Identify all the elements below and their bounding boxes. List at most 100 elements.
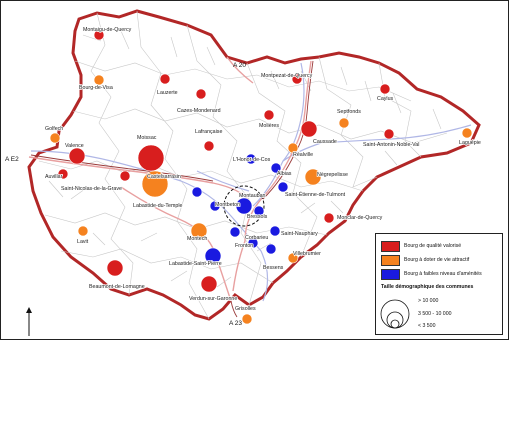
legend-size-large: > 10 000 xyxy=(418,298,439,304)
town-marker-corbarieu xyxy=(229,226,241,238)
town-label-l-honor-de-cos: L'Honor-de-Cos xyxy=(233,157,271,163)
town-label-labastide-saint-pierre: Labastide-Saint-Pierre xyxy=(169,261,222,267)
town-label-villebrumier: Villebrumier xyxy=(293,251,321,257)
town-marker-grisolles xyxy=(241,313,253,325)
town-label-labastide-du-temple: Labastide-du-Temple xyxy=(133,203,183,209)
town-label-bourg-de-visa: Bourg-de-Visa xyxy=(79,85,113,91)
town-marker-montbeton xyxy=(209,200,221,212)
town-label-negrepelisse: Nègrepelisse xyxy=(317,172,348,178)
town-marker-bessens xyxy=(265,243,277,255)
town-labels: Montaigu-de-Quercy Bourg-de-Visa Lauzerte C… xyxy=(44,26,481,312)
town-label-auvillar: Auvillar xyxy=(45,174,63,180)
town-marker-labastide-du-temple xyxy=(191,186,203,198)
town-marker-beaumont-de-lomagne xyxy=(106,259,124,277)
town-marker-caylus xyxy=(379,83,391,95)
town-marker-bressols xyxy=(253,205,265,217)
town-label-bressols: Bressols xyxy=(247,214,268,220)
town-label-grisolles: Grisolles xyxy=(235,306,256,312)
road-label-e2: A E2 xyxy=(5,156,19,163)
road-label-a20: A 20 xyxy=(233,62,246,69)
town-marker-montech xyxy=(190,222,208,240)
town-marker-albias xyxy=(270,162,282,174)
town-label-caylus: Caylus xyxy=(377,96,394,102)
map-legend: Bourg de qualité valorisé Bourg à doter … xyxy=(375,233,503,335)
town-label-fronton: Fronton xyxy=(235,243,253,249)
town-label-corbarieu: Corbarieu xyxy=(245,235,268,241)
town-marker-villebrumier xyxy=(287,252,299,264)
town-marker-saint-nicolas-de-la-grave xyxy=(119,170,131,182)
town-marker-monclar-de-quercy xyxy=(323,212,335,224)
legend-size-title: Taille démographique des communes xyxy=(381,284,474,290)
legend-label-red: Bourg de qualité valorisé xyxy=(404,243,462,249)
town-label-beaumont-de-lomagne: Beaumont-de-Lomagne xyxy=(89,284,145,290)
town-label-saint-nauphary: Saint-Nauphary xyxy=(281,231,318,237)
legend-item-red: Bourg de qualité valorisé xyxy=(381,240,462,252)
town-marker-septfonds xyxy=(338,117,350,129)
town-label-valence: Valence xyxy=(65,143,84,149)
legend-size-medium: 3 500 - 10 000 xyxy=(418,311,452,317)
town-marker-saint-antonin-noble-val xyxy=(383,128,395,140)
legend-label-blue: Bourg à faibles niveau d'aménités xyxy=(404,271,482,277)
town-marker-caussade xyxy=(300,120,318,138)
town-label-montaigu-de-quercy: Montaigu-de-Quercy xyxy=(83,27,132,33)
town-marker-montpezat-de-quercy xyxy=(291,73,303,85)
town-marker-saint-nauphary xyxy=(269,225,281,237)
town-label-caussade: Caussade xyxy=(313,139,337,145)
department-map: A E2 A 20 A 23 Montaigu-de-Quercy Bourg-d… xyxy=(5,9,482,336)
town-marker-montaigu-de-quercy xyxy=(93,29,105,41)
town-label-monclar-de-quercy: Monclar-de-Quercy xyxy=(337,215,383,221)
town-marker-saint-etienne-de-tulmont xyxy=(277,181,289,193)
town-marker-negrepelisse xyxy=(304,168,322,186)
town-marker-fronton xyxy=(247,237,259,249)
town-label-saint-antonin-noble-val: Saint-Antonin-Noble-Val xyxy=(363,142,419,148)
legend-swatch-orange xyxy=(381,254,400,266)
town-label-saint-etienne-de-tulmont: Saint-Étienne-de-Tulmont xyxy=(285,191,346,198)
motorways xyxy=(30,60,314,318)
legend-label-orange: Bourg à doter de vie attractif xyxy=(404,257,470,263)
town-marker-l-honor-de-cos xyxy=(245,153,257,165)
town-label-laguepie: Laguépie xyxy=(459,140,481,146)
town-marker-castelsarrasin xyxy=(141,170,169,198)
town-marker-molieres xyxy=(263,109,275,121)
town-marker-labastide-saint-pierre xyxy=(204,247,222,265)
town-marker-lauzerte xyxy=(159,73,171,85)
town-label-saint-nicolas-de-la-grave: Saint-Nicolas-de-la-Grave xyxy=(61,186,122,192)
town-label-montech: Montech xyxy=(187,236,207,242)
legend-item-orange: Bourg à doter de vie attractif xyxy=(381,254,470,266)
town-marker-montauban xyxy=(235,197,253,215)
town-marker-lafrancaise xyxy=(203,140,215,152)
town-marker-verdun-sur-garonne xyxy=(200,275,218,293)
town-label-lavit: Lavit xyxy=(77,239,89,245)
town-label-septfonds: Septfonds xyxy=(337,109,361,115)
town-marker-lavit xyxy=(77,225,89,237)
town-label-lafrancaise: Lafrançaise xyxy=(195,129,222,135)
road-label-a23: A 23 xyxy=(229,320,242,327)
town-label-montauban: Montauban xyxy=(239,193,266,199)
town-label-bessens: Bessens xyxy=(263,265,284,271)
town-label-castelsarrasin: Castelsarrasin xyxy=(147,174,181,180)
town-marker-laguepie xyxy=(461,127,473,139)
town-marker-bourg-de-visa xyxy=(93,74,105,86)
north-arrow xyxy=(26,307,32,336)
department-boundary xyxy=(27,9,481,321)
town-label-moissac: Moissac xyxy=(137,135,157,141)
legend-swatch-blue xyxy=(381,268,400,280)
legend-size-small: < 3 500 xyxy=(418,323,436,329)
town-symbols xyxy=(49,29,473,325)
town-label-albias: Albias xyxy=(277,171,292,177)
town-label-golfech: Golfech xyxy=(45,126,63,132)
town-marker-realville xyxy=(287,142,299,154)
town-label-montbeton: Montbeton xyxy=(215,202,240,208)
town-label-molieres: Molières xyxy=(259,123,279,129)
map-frame: A E2 A 20 A 23 Montaigu-de-Quercy Bourg-d… xyxy=(0,0,509,340)
town-label-cazes-mondenard: Cazes-Mondenard xyxy=(177,108,221,114)
town-marker-valence xyxy=(68,147,86,165)
town-marker-auvillar xyxy=(57,168,69,180)
town-marker-moissac xyxy=(137,144,165,172)
town-label-montpezat-de-quercy: Montpezat-de-Quercy xyxy=(261,73,313,79)
town-label-realville: Réalville xyxy=(293,152,313,158)
town-marker-cazes-mondenard xyxy=(195,88,207,100)
town-marker-golfech xyxy=(49,132,61,144)
town-label-lauzerte: Lauzerte xyxy=(157,90,178,96)
agglomeration-circle xyxy=(223,185,265,227)
